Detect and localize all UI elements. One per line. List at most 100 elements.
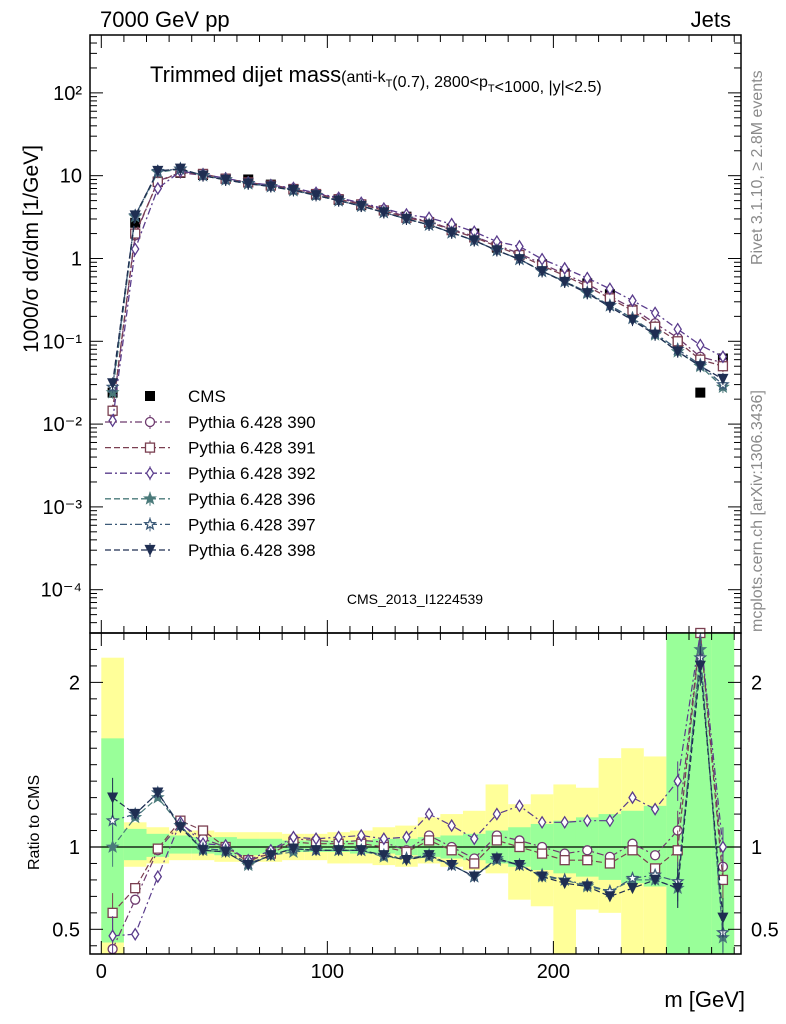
ratio-data-point	[583, 813, 592, 828]
ratio-series-line	[112, 632, 724, 950]
ratio-y-axis-label: Ratio to CMS	[26, 775, 43, 870]
ratio-data-point	[356, 828, 366, 843]
ratio-y-tick-label: 2	[69, 672, 80, 694]
legend-label: Pythia 6.428 392	[188, 464, 316, 483]
mc-series	[107, 166, 729, 418]
ratio-plot-area	[90, 627, 741, 955]
ratio-data-point	[672, 845, 683, 856]
ratio-data-point	[423, 835, 435, 846]
mc-data-point	[378, 207, 390, 219]
legend-marker	[144, 416, 156, 428]
ratio-data-point	[152, 843, 163, 854]
ratio-y-tick-label: 0.5	[52, 919, 80, 941]
mc-data-point	[605, 282, 615, 296]
legend-marker	[143, 517, 157, 531]
legend: CMS Pythia 6.428 390 Pythia 6.428 391 Pythi…	[105, 387, 316, 560]
ratio-series	[108, 632, 728, 954]
plot-title: Trimmed dijet mass(anti-kT(0.7), 2800<pT…	[150, 62, 602, 96]
ratio-data-point	[673, 774, 682, 788]
mc-series-line	[111, 170, 724, 421]
ratio-data-point	[468, 871, 480, 883]
ratio-data-point	[672, 883, 684, 895]
mc-data-point	[559, 276, 571, 288]
ratio-data-point	[604, 891, 616, 903]
mc-data-point	[468, 235, 480, 247]
legend-label: Pythia 6.428 397	[188, 515, 316, 534]
ratio-axes: 0.5 0.5 1 1 2 2 0 100 200	[52, 633, 779, 983]
ratio-data-point	[560, 815, 569, 830]
mc-series	[107, 166, 729, 417]
ratio-data-point	[718, 840, 728, 854]
ratio-frame	[89, 632, 742, 955]
mc-data-point	[220, 174, 232, 186]
main-y-tick-label: 10⁻²	[43, 414, 83, 436]
x-axis-label: m [GeV]	[664, 987, 745, 1012]
ratio-data-point	[129, 808, 141, 821]
ratio-data-point	[446, 859, 458, 872]
x-tick-label: 100	[311, 961, 344, 983]
ratio-data-point	[581, 881, 593, 893]
ratio-data-point	[423, 850, 435, 862]
ratio-data-point	[628, 790, 637, 805]
main-y-tick-label: 10⁻³	[43, 497, 83, 519]
ratio-data-point	[174, 822, 186, 834]
mc-data-point	[583, 271, 592, 285]
ratio-data-point	[265, 850, 277, 862]
ratio-data-point	[491, 853, 503, 865]
mc-series	[105, 161, 730, 394]
mc-data-point	[626, 315, 639, 327]
ratio-data-point	[469, 858, 480, 869]
ratio-y-tick-label-right: 0.5	[751, 919, 779, 941]
legend-marker-cms	[145, 391, 155, 401]
ratio-band-inner	[123, 828, 147, 861]
mc-data-point	[513, 254, 526, 266]
ratio-data-point	[605, 813, 615, 828]
mc-data-point	[333, 195, 345, 207]
ratio-data-point	[717, 912, 729, 924]
mc-data-point	[174, 163, 186, 175]
mc-data-point	[718, 350, 728, 364]
mc-data-point	[717, 373, 729, 385]
ratio-data-point	[108, 929, 117, 943]
ratio-data-point	[310, 845, 322, 857]
ratio-data-point	[559, 855, 570, 866]
sidebar-top-label: Rivet 3.1.10, ≥ 2.8M events	[749, 70, 766, 265]
legend-marker	[144, 544, 156, 556]
mc-data-point	[581, 288, 593, 300]
x-tick-label: 0	[96, 961, 107, 983]
ratio-data-point	[625, 871, 640, 885]
ratio-panel: 0.5 0.5 1 1 2 2 0 100 200 Ratio to CMS m [GeV]	[26, 627, 779, 1012]
mc-series	[105, 161, 730, 399]
ratio-data-point	[537, 815, 547, 830]
main-plot-area	[105, 161, 730, 428]
header-right-label: Jets	[691, 7, 731, 32]
mc-data-point	[696, 338, 705, 352]
mc-data-point	[672, 346, 684, 358]
mc-data-point	[242, 178, 254, 190]
legend-label: Pythia 6.428 396	[188, 490, 316, 509]
main-y-tick-label: 1	[71, 248, 82, 270]
ratio-band-inner	[711, 633, 735, 954]
legend-label: Pythia 6.428 391	[188, 439, 316, 458]
mc-data-point	[673, 322, 682, 336]
ratio-series-line	[112, 657, 724, 933]
ratio-data-point	[649, 850, 661, 861]
ratio-data-point	[515, 799, 524, 813]
mc-data-point	[423, 219, 435, 231]
ratio-band-inner	[643, 805, 667, 887]
main-panel: 10⁻⁴ 10⁻³ 10⁻² 10⁻¹ 1 10 10² 1000/σ dσ/dm [1/G…	[20, 34, 742, 634]
ratio-data-point	[626, 883, 639, 895]
ratio-data-point	[694, 660, 706, 672]
mc-series	[107, 162, 729, 390]
mc-data-point	[130, 228, 141, 239]
mc-data-point	[694, 361, 706, 373]
mc-series-line	[111, 168, 724, 393]
ratio-series-line	[112, 632, 724, 914]
ratio-data-point	[513, 859, 526, 872]
mc-data-point	[153, 181, 163, 196]
ratio-data-point	[491, 835, 503, 846]
mc-data-point	[265, 181, 277, 193]
ratio-data-point	[447, 818, 456, 833]
ratio-data-point	[446, 845, 457, 856]
ratio-data-point	[287, 843, 299, 855]
